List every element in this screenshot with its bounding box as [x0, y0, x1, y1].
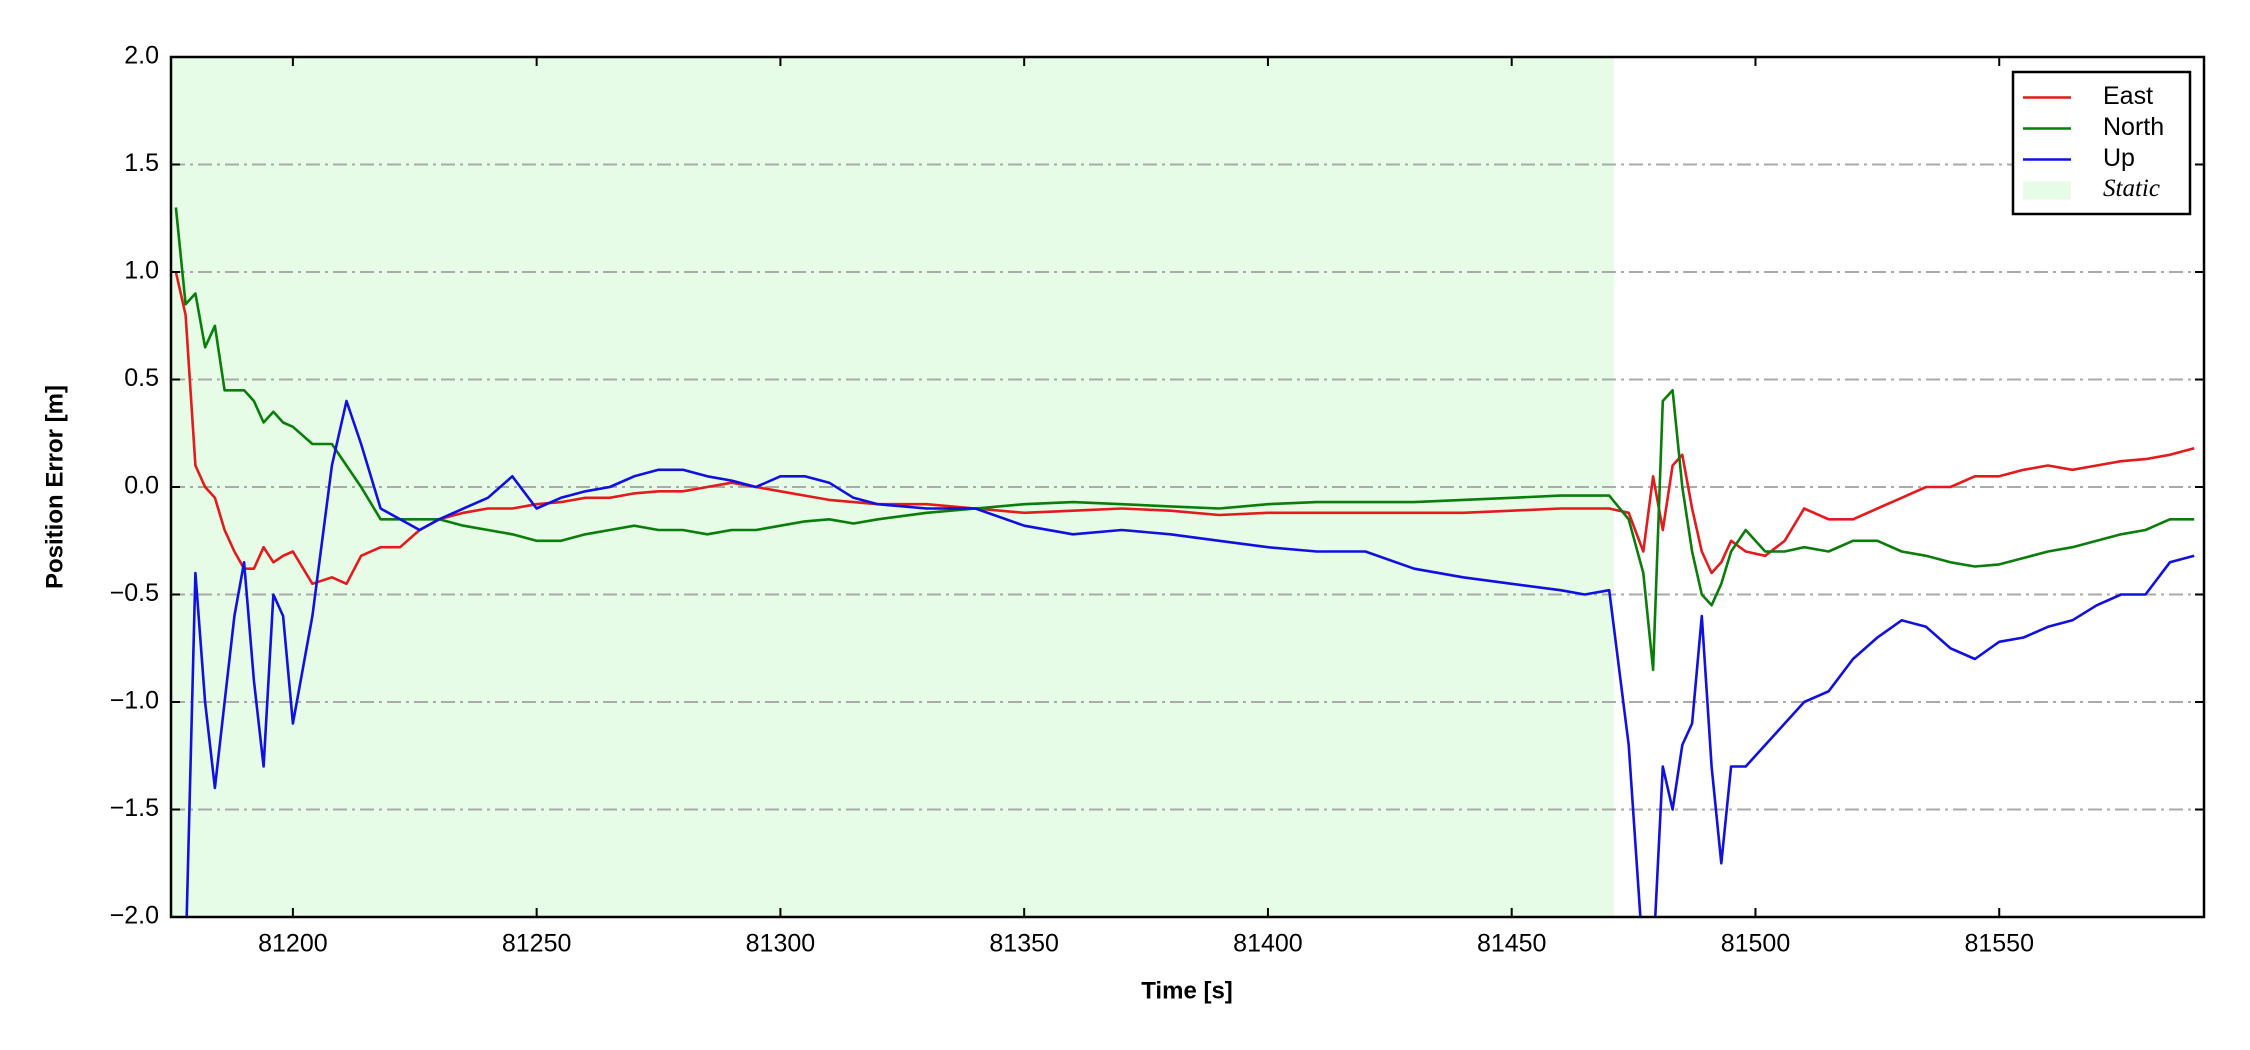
x-tick-label: 81500 — [1721, 930, 1791, 958]
x-tick-label: 81300 — [746, 930, 816, 958]
plot-frame — [169, 55, 2206, 919]
y-tick-label: 1.5 — [124, 149, 159, 177]
legend-swatch — [2023, 181, 2071, 200]
legend-label: Up — [2103, 144, 2135, 172]
x-axis-title: Time [s] — [1141, 977, 1233, 1004]
y-tick-label: −1.0 — [110, 687, 159, 715]
y-axis-title: Position Error [m] — [41, 385, 68, 589]
y-tick-label: 0.0 — [124, 472, 159, 500]
series-line — [185, 399, 2195, 917]
x-tick-label: 81450 — [1477, 930, 1547, 958]
legend-label: Static — [2103, 175, 2160, 202]
y-tick-label: −2.0 — [110, 902, 159, 930]
x-tick-label: 81200 — [258, 930, 328, 958]
x-tick-label: 81250 — [502, 930, 572, 958]
y-tick-label: 2.0 — [124, 42, 159, 70]
legend-label: East — [2103, 82, 2153, 110]
series-line — [174, 271, 2195, 586]
x-tick-label: 81400 — [1233, 930, 1303, 958]
x-tick-label: 81350 — [989, 930, 1059, 958]
legend-label: North — [2103, 113, 2164, 141]
y-tick-label: −0.5 — [110, 579, 159, 607]
y-tick-label: −1.5 — [110, 794, 159, 822]
x-tick-label: 81550 — [1964, 930, 2034, 958]
y-tick-label: 0.5 — [124, 364, 159, 392]
y-tick-label: 1.0 — [124, 257, 159, 285]
series-line — [174, 207, 2195, 672]
